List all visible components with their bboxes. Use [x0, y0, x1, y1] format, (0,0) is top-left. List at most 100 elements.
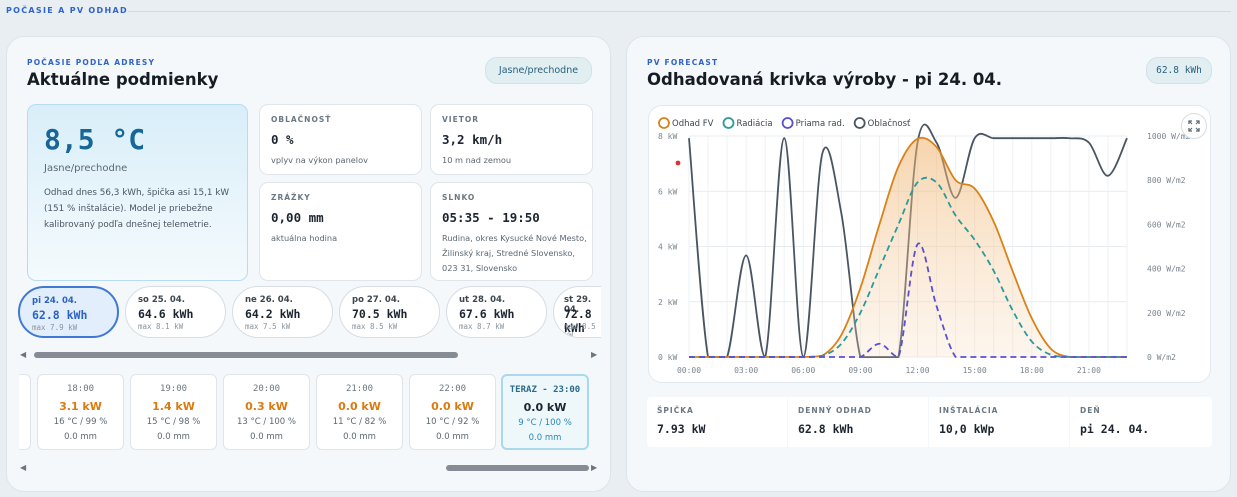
hour-time: 21:00 [345, 384, 374, 394]
hour-scrollbar[interactable] [34, 464, 589, 472]
weather-kicker: POČASIE PODĽA ADRESY [27, 58, 156, 67]
x-tick-label: 18:00 [1020, 366, 1044, 375]
stat-value: 0,00 mm [271, 210, 324, 225]
y-tick-label-left: 2 kW [658, 298, 677, 307]
hour-temp: 9 °C / 100 % [518, 418, 572, 428]
x-axis: 00:00 03:00 06:00 09:00 12:00 15:00 18:00 21:00 [677, 366, 1101, 375]
stat-label: SLNKO [442, 193, 476, 202]
stat-card-sun: SLNKO 05:35 - 19:50 Rudina, okres Kysuck… [430, 182, 593, 281]
day-pill[interactable]: po 27. 04. 70.5 kWh max 8.5 kW [339, 286, 440, 338]
x-tick-label: 09:00 [848, 366, 872, 375]
legend-swatch [722, 117, 735, 129]
day-max: max 8.7 kW [459, 322, 505, 331]
day-max: max 7.9 kW [32, 323, 78, 332]
day-pill[interactable]: st 29. 04. 72.8 kWh max 8.5 kW [553, 286, 601, 338]
y-axis-right: 0 W/m2 200 W/m2 400 W/m2 600 W/m2 800 W/m2 10… [1147, 132, 1191, 362]
day-date: st 29. 04. [564, 295, 592, 315]
scroll-left-icon[interactable]: ◀ [20, 350, 27, 359]
day-date: so 25. 04. [138, 295, 185, 305]
series-line-2 [689, 242, 1127, 358]
day-pill[interactable]: ne 26. 04. 64.2 kWh max 7.5 kW [232, 286, 333, 338]
y-tick-label-right: 600 W/m2 [1147, 220, 1186, 229]
y-tick-label-right: 800 W/m2 [1147, 176, 1186, 185]
forecast-chart: Odhad FV Radiácia Priama rad. Oblačnosť 0 k… [658, 117, 1191, 375]
x-tick-label: 12:00 [905, 366, 929, 375]
day-max: max 7.5 kW [245, 322, 291, 331]
scroll-right-icon[interactable]: ▶ [591, 350, 598, 359]
stat-label: OBLAČNOSŤ [271, 115, 332, 124]
stat-peak: ŠPIČKA 7.93 kW [647, 397, 787, 447]
hour-temp: 16 °C / 99 % [53, 417, 108, 427]
day-pill[interactable]: so 25. 04. 64.6 kWh max 8.1 kW [125, 286, 226, 338]
hour-card: 20:00 0.3 kW 13 °C / 100 % 0.0 mm [223, 374, 310, 450]
hour-scrollbar-thumb[interactable] [446, 465, 589, 471]
stat-label: DENNÝ ODHAD [798, 406, 872, 415]
hour-time: 20:00 [252, 384, 281, 394]
hour-card-current: TERAZ - 23:00 0.0 kW 9 °C / 100 % 0.0 mm [501, 374, 589, 450]
hour-card: 22:00 0.0 kW 10 °C / 92 % 0.0 mm [409, 374, 496, 450]
y-tick-label-left: 8 kW [658, 132, 677, 141]
scroll-right-icon[interactable]: ▶ [591, 463, 598, 472]
stat-value: 3,2 km/h [442, 132, 503, 147]
scroll-left-icon[interactable]: ◀ [20, 463, 27, 472]
stat-sub: Rudina, okres Kysucké Nové Mesto, Žilins… [442, 233, 587, 273]
hour-power: 0.0 kW [338, 400, 381, 413]
day-energy: 70.5 kWh [352, 307, 408, 321]
x-tick-label: 00:00 [677, 366, 701, 375]
day-energy: 62.8 kWh [32, 308, 88, 322]
hour-power: 0.0 kW [431, 400, 474, 413]
weather-panel: POČASIE PODĽA ADRESY Aktuálne podmienky … [6, 36, 611, 492]
current-marker [675, 160, 681, 166]
stat-label: ZRÁŽKY [271, 193, 311, 202]
forecast-panel: PV FORECAST Odhadovaná krivka výroby - p… [626, 36, 1231, 492]
hour-temp: 10 °C / 92 % [425, 417, 480, 427]
forecast-title: Odhadovaná krivka výroby - pi 24. 04. [647, 70, 1003, 89]
day-energy: 67.6 kWh [459, 307, 515, 321]
stat-card-precipitation: ZRÁŽKY 0,00 mm aktuálna hodina [259, 182, 422, 281]
hour-card: 21:00 0.0 kW 11 °C / 82 % 0.0 mm [316, 374, 403, 450]
hour-card-partial [19, 374, 31, 450]
temperature-value: 8,5 °C [44, 123, 146, 156]
stat-card-cloudiness: OBLAČNOSŤ 0 % vplyv na výkon panelov [259, 104, 422, 175]
x-tick-label: 03:00 [734, 366, 758, 375]
legend-swatch [853, 117, 866, 129]
stat-value: 7.93 kW [657, 422, 706, 436]
hour-time: 19:00 [159, 384, 188, 394]
day-scrollbar-thumb[interactable] [34, 352, 458, 358]
hour-rain: 0.0 mm [64, 432, 97, 442]
section-title: POČASIE A PV ODHAD [6, 6, 128, 15]
stat-value: 05:35 - 19:50 [442, 210, 540, 225]
legend-label: Oblačnosť [868, 118, 911, 129]
hour-temp: 15 °C / 98 % [146, 417, 201, 427]
legend-swatch [781, 117, 794, 129]
y-tick-label-left: 6 kW [658, 187, 677, 196]
forecast-chart-card: Odhad FV Radiácia Priama rad. Oblačnosť 0 k… [648, 105, 1211, 383]
day-pill[interactable]: pi 24. 04. 62.8 kWh max 7.9 kW [18, 286, 119, 338]
day-pill[interactable]: ut 28. 04. 67.6 kWh max 8.7 kW [446, 286, 547, 338]
stat-sub: vplyv na výkon panelov [271, 155, 368, 165]
legend-label: Priama rad. [796, 119, 845, 129]
legend-label: Radiácia [736, 119, 772, 129]
stat-label: VIETOR [442, 115, 479, 124]
hour-rain: 0.0 mm [250, 432, 283, 442]
day-date: ut 28. 04. [459, 295, 506, 305]
stat-label: DEŇ [1080, 406, 1101, 415]
day-energy: 72.8 kWh [564, 307, 592, 335]
condition-text: Jasne/prechodne [44, 163, 128, 174]
y-tick-label-left: 0 kW [658, 353, 677, 362]
hour-time: 18:00 [66, 384, 95, 394]
expand-button[interactable] [1181, 113, 1207, 139]
forecast-badge: 62.8 kWh [1146, 57, 1212, 84]
stat-label: INŠTALÁCIA [939, 406, 999, 415]
weather-title: Aktuálne podmienky [27, 70, 219, 89]
day-energy: 64.2 kWh [245, 307, 301, 321]
expand-icon [1188, 120, 1200, 132]
hour-temp: 13 °C / 100 % [237, 417, 296, 427]
y-tick-label-right: 400 W/m2 [1147, 265, 1186, 274]
day-scrollbar[interactable] [34, 351, 589, 359]
hour-rain: 0.0 mm [436, 432, 469, 442]
stat-value: 10,0 kWp [939, 422, 995, 436]
stat-daily-estimate: DENNÝ ODHAD 62.8 kWh [788, 397, 928, 447]
stat-installation: INŠTALÁCIA 10,0 kWp [929, 397, 1069, 447]
chart-series [675, 123, 1128, 358]
